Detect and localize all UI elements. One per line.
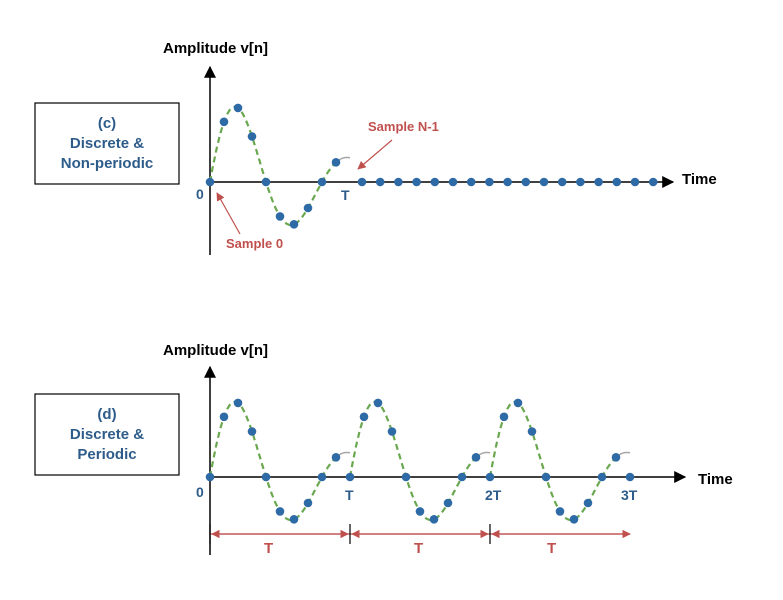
panel-d-period-3-sample-dot <box>611 453 621 462</box>
panel-d-period-2-dashed-curve <box>348 400 477 522</box>
panel-d-period-1-sample-dot <box>331 453 341 462</box>
sample-n-1-annotation: Sample N-1 <box>368 119 439 134</box>
panel-d-box-line-2: Discrete & <box>70 426 144 443</box>
panel-d-tick-3t: 3T <box>621 487 638 503</box>
panel-c-dashed-curve <box>208 105 337 227</box>
panel-c-sample-dot <box>331 158 341 167</box>
panel-d-period-1-sample-dot <box>303 498 313 508</box>
panel-d-period-1-sample-dot <box>275 507 285 516</box>
panel-c-zero-sample-dot <box>539 177 549 187</box>
panel-d-period-3-sample-dot <box>555 507 565 516</box>
panel-c-label-box <box>34 102 180 185</box>
panel-d-period-2-sample-dot <box>471 453 481 462</box>
panel-d-period-2-sample-dot <box>359 412 369 422</box>
panel-c-sample-dot <box>219 117 229 127</box>
panel-c-zero-sample-dot <box>357 177 367 187</box>
panel-d-x-axis-title: Time <box>698 471 733 488</box>
panel-d-label-box <box>34 393 180 476</box>
panel-c-origin-label: 0 <box>196 186 204 202</box>
panel-c-zero-sample-dot <box>448 177 458 187</box>
panel-c-waveform <box>205 103 658 229</box>
panel-c-sample-dot <box>289 220 299 229</box>
panel-c-zero-sample-dot <box>557 177 567 187</box>
panel-d-tick-t: T <box>345 487 354 503</box>
panel-d-period-2-sample-dot <box>387 427 397 436</box>
panel-c-sample-dot <box>275 212 285 221</box>
panel-c-sample-dot <box>317 177 327 187</box>
panel-d-period-2-sample-dot <box>443 498 453 508</box>
panel-d-period-3-sample-dot <box>485 472 495 482</box>
period-span-3-label: T <box>547 540 556 557</box>
panel-d-period-1-dashed-curve <box>208 400 337 522</box>
panel-c-zero-sample-dot <box>430 177 440 187</box>
panel-d-period-2-sample-dot <box>457 472 467 482</box>
panel-d-period-1-sample-dot <box>233 398 243 408</box>
panel-c-zero-sample-dot <box>412 177 421 187</box>
sample-0-arrow <box>216 192 241 235</box>
panel-d-box-line-3: Periodic <box>77 446 136 463</box>
panel-c-period-label: T <box>341 187 350 203</box>
panel-c-box-line-3: Non-periodic <box>61 155 154 172</box>
panel-c-zero-sample-dot <box>594 177 603 187</box>
panel-c-sample-dot <box>303 203 313 213</box>
panel-d-period-2-sample-dot <box>401 472 411 482</box>
panel-c: (c) Discrete & Non-periodic Amplitude v[… <box>34 40 717 255</box>
panel-d-period-1-sample-dot <box>317 472 327 482</box>
panel-d-period-2-sample-dot <box>429 515 439 524</box>
panel-d-y-axis-title: Amplitude v[n] <box>163 342 268 359</box>
panel-c-sample-dot <box>233 103 243 113</box>
panel-d-period-3-sample-dot <box>541 472 551 482</box>
panel-c-sample-dot <box>261 177 271 187</box>
panel-d-period-1-sample-dot <box>219 412 229 422</box>
panel-c-zero-sample-dot <box>503 177 512 187</box>
panel-d-period-2-sample-dot <box>415 507 425 516</box>
panel-c-sample-dot <box>247 132 257 141</box>
panel-d-waveform <box>205 398 635 524</box>
panel-d-period-3-sample-dot <box>513 398 523 408</box>
panel-d-period-3-sample-dot <box>527 427 537 436</box>
panel-d-period-3-sample-dot <box>583 498 593 508</box>
panel-d: (d) Discrete & Periodic Amplitude v[n] T… <box>34 342 733 557</box>
panel-d-period-3-sample-dot <box>597 472 607 482</box>
panel-c-y-axis-title: Amplitude v[n] <box>163 40 268 57</box>
panel-d-period-3-dashed-curve <box>488 400 617 522</box>
panel-c-zero-sample-dot <box>630 177 640 187</box>
panel-c-zero-sample-dot <box>521 177 531 187</box>
panel-d-period-1-sample-dot <box>247 427 257 436</box>
panel-d-final-sample-dot <box>625 472 635 482</box>
panel-c-box-line-2: Discrete & <box>70 135 144 152</box>
panel-d-tick-2t: 2T <box>485 487 502 503</box>
sample-0-annotation: Sample 0 <box>226 236 283 251</box>
panel-d-period-2-sample-dot <box>345 472 355 482</box>
panel-c-zero-sample-dot <box>375 177 385 187</box>
panel-c-box-line-1: (c) <box>98 115 116 132</box>
panel-d-box-line-1: (d) <box>97 406 116 423</box>
panel-c-sample-dot <box>205 177 215 187</box>
period-span-2-label: T <box>414 540 423 557</box>
panel-d-period-2-sample-dot <box>373 398 383 408</box>
panel-d-period-3-sample-dot <box>569 515 579 524</box>
period-span-1-label: T <box>264 540 273 557</box>
panel-d-period-3-sample-dot <box>499 412 509 422</box>
panel-d-period-1-sample-dot <box>261 472 271 482</box>
panel-c-zero-sample-dot <box>648 177 658 187</box>
panel-d-tick-0: 0 <box>196 484 204 500</box>
panel-d-period-1-sample-dot <box>205 472 215 482</box>
panel-c-zero-sample-dot <box>466 177 476 187</box>
panel-c-zero-sample-dot <box>612 177 622 187</box>
panel-c-zero-sample-dot <box>576 177 585 187</box>
panel-c-zero-sample-dot <box>485 177 494 187</box>
panel-d-period-1-sample-dot <box>289 515 299 524</box>
panel-c-zero-sample-dot <box>394 177 403 187</box>
sample-n-1-arrow <box>357 139 393 170</box>
panel-c-x-axis-title: Time <box>682 171 717 188</box>
